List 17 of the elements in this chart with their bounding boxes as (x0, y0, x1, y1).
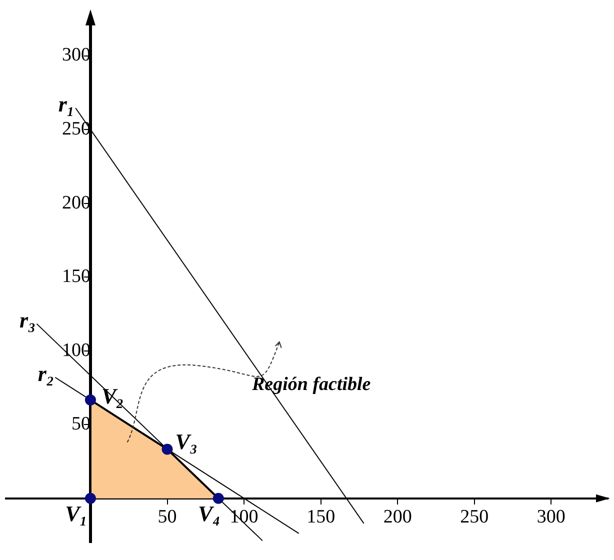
x-tick-label: 200 (383, 506, 412, 528)
y-tick-label: 300 (62, 44, 90, 66)
series-label: r₃ (19, 308, 36, 333)
x-tick-label: 250 (460, 506, 489, 528)
point (212, 492, 224, 504)
x-tick-label: 300 (536, 506, 566, 528)
point (84, 394, 96, 406)
point (84, 492, 96, 504)
annotation: V₄ (198, 501, 220, 526)
x-tick-label: 50 (158, 506, 177, 528)
series-label: r₂ (38, 361, 54, 386)
annotation: V₃ (175, 428, 198, 454)
series-label: r₁ (58, 92, 75, 117)
annotation: V₁ (65, 501, 88, 526)
point (162, 444, 173, 455)
y-tick-label: 200 (62, 192, 90, 214)
x-tick-label: 150 (306, 506, 336, 528)
